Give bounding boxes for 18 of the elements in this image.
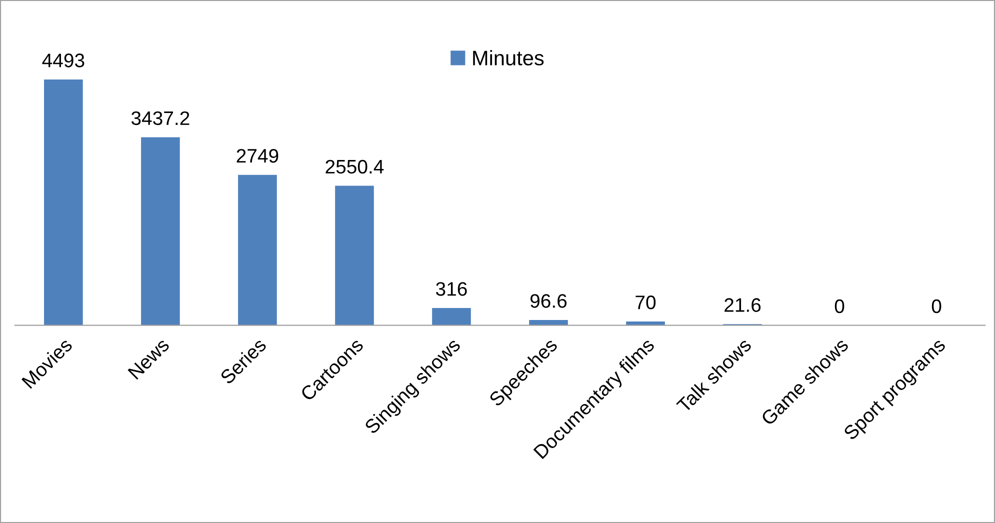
data-label: 0	[834, 299, 844, 314]
bar	[529, 320, 568, 326]
data-label: 0	[932, 299, 942, 314]
data-label: 2550.4	[326, 160, 384, 174]
bar	[335, 186, 374, 326]
data-label: 3437.2	[131, 111, 190, 126]
data-label: 21.6	[724, 298, 761, 312]
bar	[432, 308, 471, 326]
bar	[626, 321, 665, 326]
data-label: 4493	[42, 54, 84, 68]
bar	[44, 79, 83, 326]
data-label: 2749	[236, 148, 278, 163]
data-label: 70	[636, 296, 656, 310]
bar	[141, 137, 180, 326]
bar	[238, 174, 277, 326]
legend-label: Minutes	[473, 50, 544, 66]
data-label: 316	[436, 282, 467, 296]
data-label: 96.6	[530, 294, 567, 308]
